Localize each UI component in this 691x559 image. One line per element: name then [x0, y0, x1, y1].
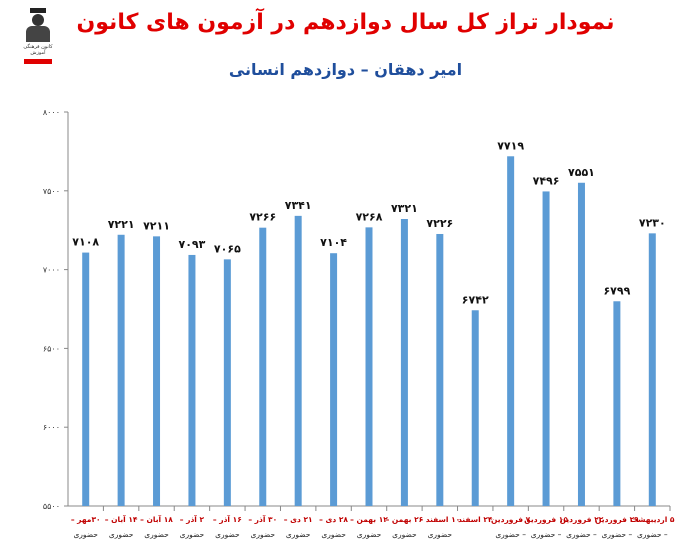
- x-tick-label-line2: – حضوری: [566, 530, 597, 539]
- x-tick-label-line2: حضوری: [357, 530, 382, 539]
- data-label: ۷۴۹۶: [533, 174, 560, 187]
- bar: [577, 182, 585, 507]
- logo-text: کانون فرهنگی آموزش: [23, 44, 53, 56]
- bar: [400, 219, 408, 506]
- x-tick-label: ۳۰ آذر –: [248, 514, 277, 524]
- x-tick-label: ۷ فروردین: [491, 515, 531, 524]
- y-tick-label: ۷۰۰۰: [43, 266, 60, 275]
- data-label: ۷۷۱۹: [497, 139, 524, 152]
- data-label: ۷۳۴۱: [285, 199, 312, 212]
- y-tick-label: ۸۰۰۰: [43, 108, 60, 117]
- chart-subtitle: امیر دهقان – دوازدهم انسانی: [228, 60, 463, 79]
- bar: [330, 253, 338, 506]
- x-tick-label-line2: حضوری: [144, 530, 169, 539]
- bar: [436, 233, 444, 506]
- bar: [648, 233, 656, 507]
- x-tick-label: ۲۹ فروردین: [595, 515, 639, 524]
- x-tick-label: ۲۱ دی –: [284, 515, 313, 524]
- x-tick-label: ۲۲ فروردین: [560, 515, 604, 524]
- bar: [223, 259, 231, 506]
- x-tick-label-line2: حضوری: [73, 530, 98, 539]
- x-tick-label: ۲۸ دی –: [319, 515, 348, 524]
- data-label: ۷۲۶۸: [356, 210, 383, 223]
- x-tick-label-line2: حضوری: [109, 530, 134, 539]
- x-tick-label-line2: حضوری: [286, 530, 311, 539]
- chart-title: نمودار تراز کل سال دوازدهم در آزمون های …: [76, 10, 615, 35]
- data-label: ۷۰۹۳: [179, 238, 206, 251]
- data-label: ۷۱۰۸: [72, 236, 99, 249]
- data-label: ۶۷۴۲: [462, 293, 489, 306]
- bar: [259, 227, 267, 506]
- x-tick-label: ۵ اردیبهشت: [630, 515, 675, 524]
- y-tick-label: ۵۵۰۰: [43, 502, 60, 511]
- x-tick-label: ۱۲ بهمن –: [350, 515, 388, 524]
- x-tick-label-line2: حضوری: [428, 530, 453, 539]
- bar: [507, 156, 515, 507]
- x-tick-label: ۲ آذر –: [180, 514, 205, 524]
- x-tick-label-line2: حضوری: [180, 530, 205, 539]
- data-label: ۷۲۲۱: [108, 218, 135, 231]
- data-label: ۷۲۲۶: [426, 217, 453, 230]
- x-tick-label-line2: حضوری: [251, 530, 276, 539]
- x-tick-label-line2: حضوری: [392, 530, 417, 539]
- data-label: ۷۲۶۶: [249, 211, 276, 224]
- data-label: ۷۰۶۵: [214, 242, 241, 255]
- x-tick-label: ۱۵ فروردین: [524, 515, 568, 524]
- data-label: ۷۲۳۰: [639, 216, 666, 229]
- data-label: ۷۳۲۱: [391, 202, 418, 215]
- y-tick-label: ۶۰۰۰: [43, 423, 60, 432]
- x-tick-label-line2: – حضوری: [602, 530, 633, 539]
- bar: [82, 252, 90, 506]
- x-tick-label-line2: حضوری: [321, 530, 346, 539]
- data-label: ۷۵۵۱: [568, 166, 595, 179]
- y-tick-label: ۶۵۰۰: [43, 344, 60, 353]
- x-tick-label: ۱۴ آبان –: [105, 514, 138, 524]
- data-label: ۶۷۹۹: [603, 284, 630, 297]
- x-tick-label-line2: – حضوری: [637, 530, 668, 539]
- x-tick-label-line2: حضوری: [215, 530, 240, 539]
- x-tick-label: ۱۸ آبان –: [140, 514, 173, 524]
- x-tick-label: ۲۴ اسفند: [458, 515, 493, 524]
- x-tick-label: ۱۰ اسفند –: [419, 515, 460, 524]
- data-label: ۷۱۰۴: [320, 236, 347, 249]
- bar: [153, 236, 161, 506]
- bar: [188, 254, 196, 506]
- data-label: ۷۲۱۱: [143, 219, 170, 232]
- bar: [365, 227, 373, 506]
- bar: [542, 191, 550, 506]
- y-tick-label: ۷۵۰۰: [43, 187, 60, 196]
- x-tick-label: ۳۰مهر –: [71, 515, 101, 524]
- bar: [471, 310, 479, 506]
- bar: [117, 234, 125, 507]
- x-tick-label-line2: – حضوری: [531, 530, 562, 539]
- x-tick-label: ۲۶ بهمن –: [386, 515, 424, 524]
- bar: [294, 215, 302, 506]
- x-tick-label: ۱۶ آذر –: [213, 514, 242, 524]
- x-tick-label-line2: – حضوری: [495, 530, 526, 539]
- graduate-logo-icon: کانون فرهنگی آموزش: [20, 8, 56, 64]
- bar: [613, 301, 621, 506]
